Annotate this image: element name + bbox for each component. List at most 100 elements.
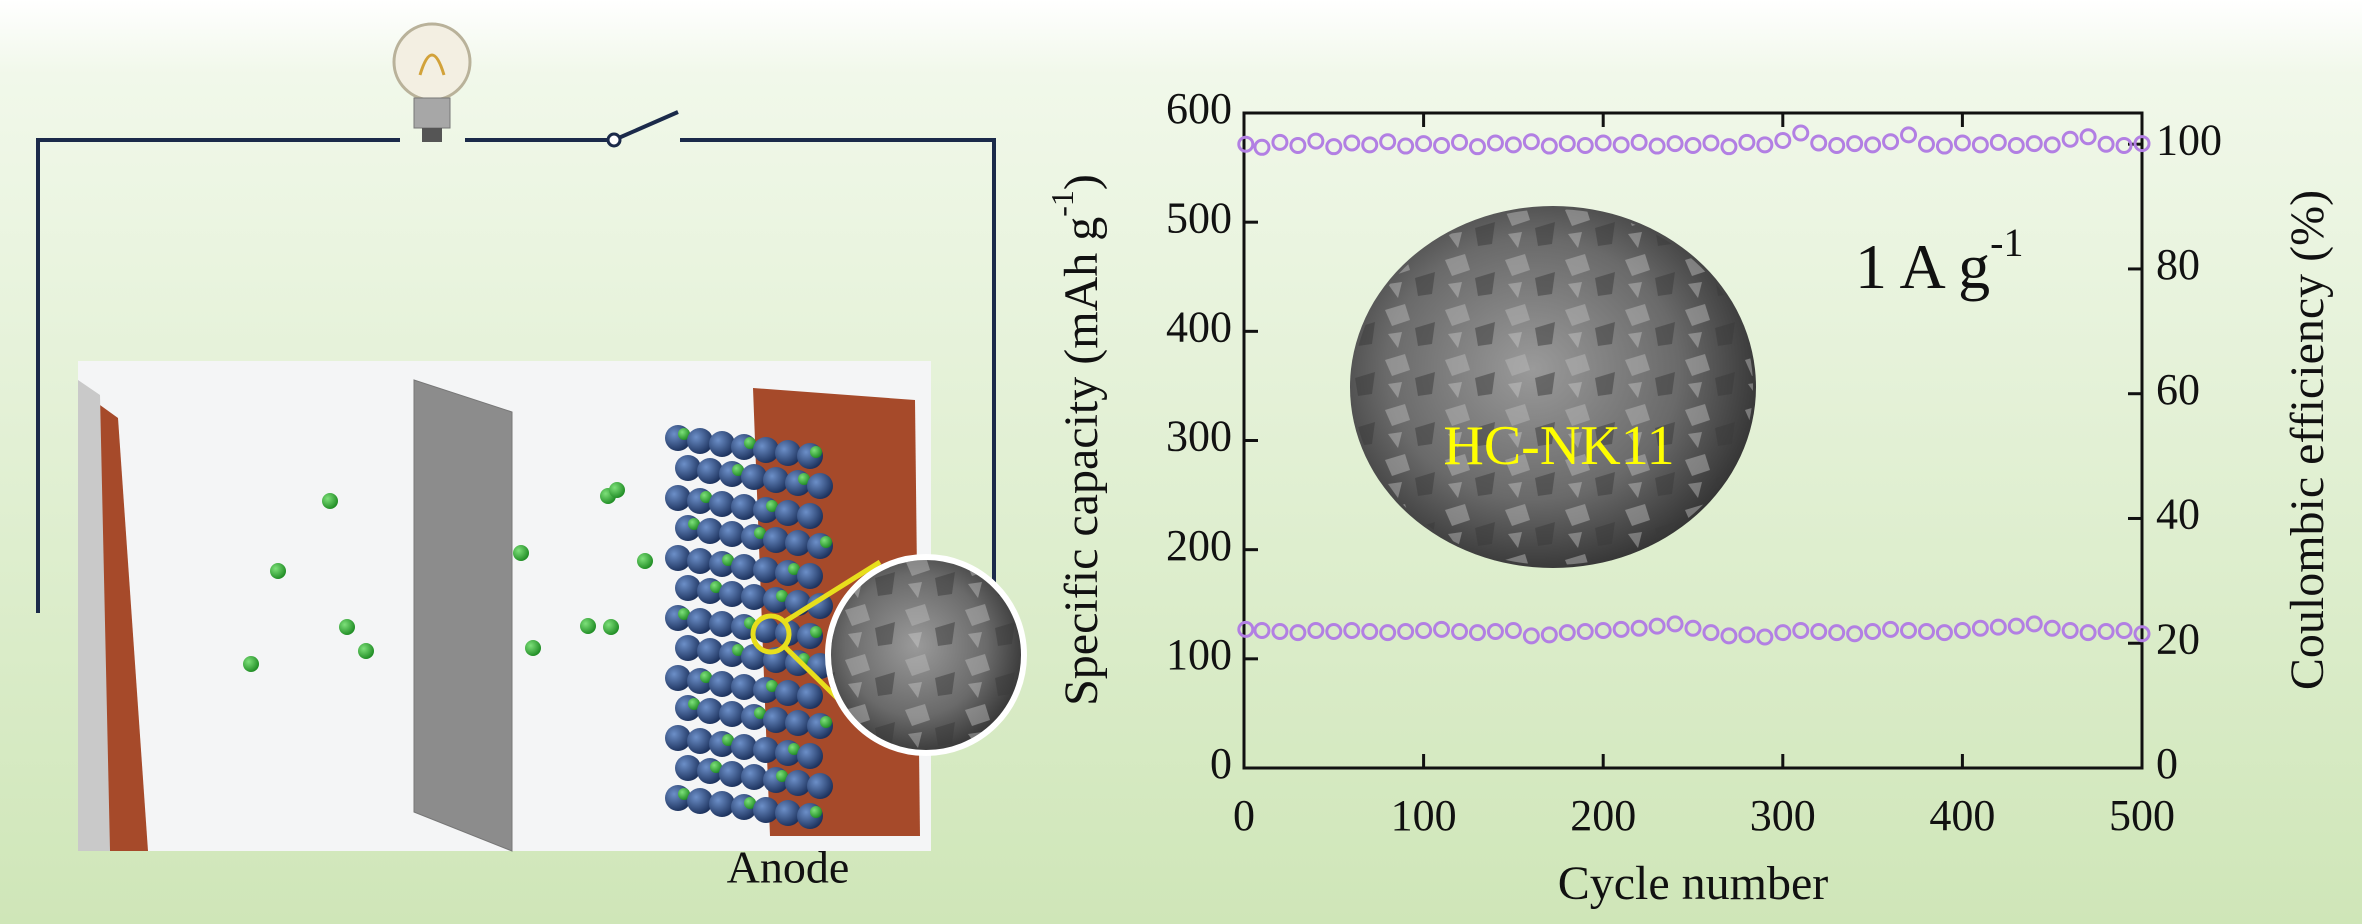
carbon-sphere — [797, 743, 823, 769]
data-point — [1828, 136, 1846, 154]
carbon-sphere — [763, 707, 789, 733]
carbon-sphere — [709, 611, 735, 637]
carbon-sphere — [665, 665, 691, 691]
carbon-sphere — [709, 671, 735, 697]
stored-ion — [732, 464, 744, 476]
data-point — [1917, 135, 1935, 153]
stored-ion — [678, 788, 690, 800]
stored-ion — [810, 446, 822, 458]
data-point — [1989, 133, 2007, 151]
stored-ion — [722, 734, 734, 746]
carbon-sphere — [697, 698, 723, 724]
data-point — [1666, 615, 1684, 633]
data-point — [1935, 624, 1953, 642]
data-point — [1325, 623, 1343, 641]
stored-ion — [700, 671, 712, 683]
data-point — [1415, 135, 1433, 153]
y2-tick-label: 100 — [2156, 115, 2222, 164]
carbon-sphere — [697, 638, 723, 664]
carbon-sphere — [687, 788, 713, 814]
data-point — [1684, 619, 1702, 637]
chart: HC-NK11 1 A g-1 Specific capacity (mAh g… — [1044, 84, 2334, 910]
carbon-sphere — [709, 431, 735, 457]
ion — [603, 619, 619, 635]
stored-ion — [766, 500, 778, 512]
stored-ion — [722, 554, 734, 566]
y-tick-label: 0 — [1210, 739, 1232, 788]
data-point — [1468, 624, 1486, 642]
carbon-sphere — [775, 680, 801, 706]
data-point — [1684, 136, 1702, 154]
data-point — [1702, 134, 1720, 152]
y-tick-label: 600 — [1166, 84, 1232, 133]
data-point — [1756, 628, 1774, 646]
data-point — [1774, 624, 1792, 642]
carbon-sphere — [807, 473, 833, 499]
data-point — [1594, 621, 1612, 639]
data-point — [2043, 136, 2061, 154]
stored-ion — [678, 428, 690, 440]
y-tick-label: 200 — [1166, 521, 1232, 570]
light-bulb — [392, 22, 472, 142]
data-point — [1810, 134, 1828, 152]
data-point — [1433, 136, 1451, 154]
carbon-sphere — [775, 500, 801, 526]
carbon-sphere — [719, 521, 745, 547]
ion — [637, 553, 653, 569]
ion — [322, 493, 338, 509]
y-label-sup: -1 — [1044, 190, 1080, 217]
ion — [525, 640, 541, 656]
data-point — [1810, 623, 1828, 641]
data-point — [1397, 623, 1415, 641]
data-point — [1594, 134, 1612, 152]
y-tick-label: 100 — [1166, 630, 1232, 679]
data-point — [1720, 627, 1738, 645]
data-point — [1756, 136, 1774, 154]
data-point — [1612, 620, 1630, 638]
data-point — [1504, 621, 1522, 639]
data-point — [1882, 133, 1900, 151]
stored-ion — [710, 761, 722, 773]
stored-ion — [820, 716, 832, 728]
stored-ion — [744, 437, 756, 449]
x-tick-label: 0 — [1233, 791, 1255, 840]
carbon-sphere — [665, 725, 691, 751]
carbon-sphere — [709, 791, 735, 817]
data-point — [1504, 136, 1522, 154]
carbon-sphere — [731, 734, 757, 760]
data-point — [2097, 135, 2115, 153]
ions — [243, 482, 653, 672]
carbon-sphere — [665, 485, 691, 511]
data-point — [1343, 134, 1361, 152]
data-point — [1935, 137, 1953, 155]
ion — [339, 619, 355, 635]
data-point — [1738, 133, 1756, 151]
data-point — [1361, 623, 1379, 641]
anode-label: Anode — [727, 842, 850, 893]
data-point — [1237, 135, 1255, 153]
data-point — [1989, 618, 2007, 636]
data-point — [1361, 136, 1379, 154]
data-point — [2133, 135, 2151, 153]
x-axis-label: Cycle number — [1558, 857, 1829, 910]
data-point — [1486, 623, 1504, 641]
ion — [358, 643, 374, 659]
data-point — [1738, 626, 1756, 644]
carbon-sphere — [697, 458, 723, 484]
y2-tick-label: 40 — [2156, 490, 2200, 539]
carbon-sphere — [753, 797, 779, 823]
carbon-sphere — [785, 770, 811, 796]
data-point — [1774, 131, 1792, 149]
carbon-sphere — [753, 737, 779, 763]
y-axis-label: Specific capacity (mAh g-1) — [1044, 174, 1108, 706]
battery-scene — [78, 361, 1027, 852]
data-point — [1415, 621, 1433, 639]
data-point — [1576, 136, 1594, 154]
carbon-sphere — [665, 545, 691, 571]
ion — [580, 618, 596, 634]
circuit — [36, 110, 996, 648]
carbon-sphere — [709, 491, 735, 517]
carbon-sphere — [741, 464, 767, 490]
zoom-marker — [750, 613, 792, 655]
stored-ion — [788, 743, 800, 755]
